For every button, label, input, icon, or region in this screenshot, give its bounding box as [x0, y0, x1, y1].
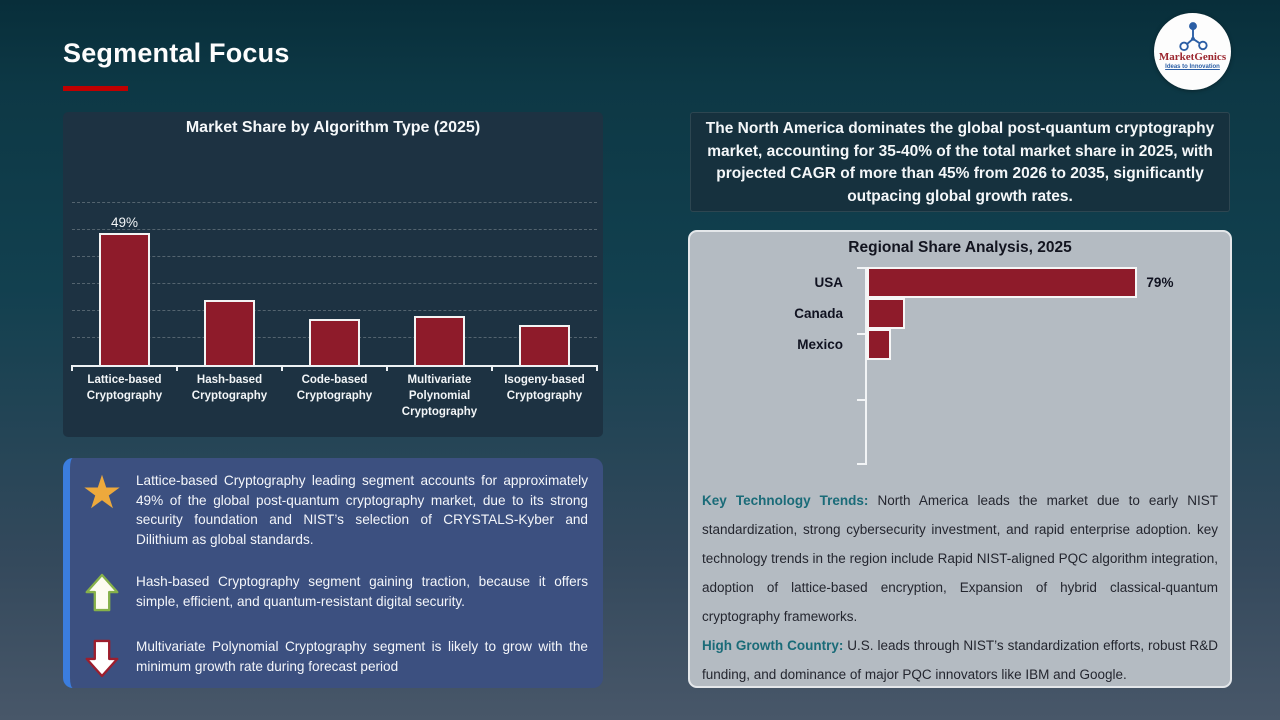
algo-bars: 49% [72, 203, 597, 365]
axis-tick [857, 463, 865, 465]
arrow-up-icon [79, 572, 125, 614]
bar [519, 324, 570, 365]
bar [414, 316, 465, 365]
star-icon: ★ [81, 466, 123, 518]
gridline [72, 283, 597, 284]
bar-row-canada: Canada [701, 298, 1223, 329]
regional-commentary: Key Technology Trends: North America lea… [702, 486, 1218, 689]
category-label: Code-based Cryptography [296, 374, 373, 402]
axis-tick [857, 399, 865, 401]
bar-group-code-based-cryptography [282, 203, 387, 365]
axis-tick [386, 365, 388, 371]
category-label: Isogeny-based Cryptography [504, 374, 585, 402]
insights-box: ★ Lattice-based Cryptography leading seg… [63, 458, 603, 688]
category-label: USA [814, 275, 843, 290]
category-label: Multivariate Polynomial Cryptography [401, 374, 478, 418]
algo-categories: Lattice-based Cryptography Hash-based Cry… [72, 372, 597, 420]
axis-tick [71, 365, 73, 371]
bar [99, 232, 150, 365]
axis-tick [491, 365, 493, 371]
bar [867, 329, 891, 360]
logo-brand-text: MarketGenics [1158, 51, 1227, 63]
axis-tick [281, 365, 283, 371]
arrow-down-icon [79, 637, 125, 679]
bar [867, 267, 1138, 298]
bar-group-multivariate-polynomial-cryptography [387, 203, 492, 365]
growth-text: U.S. leads through NIST’s standardizatio… [702, 638, 1219, 682]
insight-text: Lattice-based Cryptography leading segme… [136, 473, 588, 547]
algo-plot: 49% [71, 202, 598, 371]
molecule-icon [1178, 22, 1208, 52]
bar-group-hash-based-cryptography [177, 203, 282, 365]
bar-group-lattice-based-cryptography: 49% [72, 203, 177, 365]
category-label: Lattice-based Cryptography [86, 374, 163, 402]
regional-chart: USA 79% Canada Mexico [701, 267, 1223, 465]
y-axis-line [865, 267, 867, 465]
bar [204, 300, 255, 365]
company-logo: MarketGenics Ideas to Innovation [1154, 13, 1231, 90]
growth-paragraph: High Growth Country: U.S. leads through … [702, 631, 1218, 689]
bar-group-isogeny-based-cryptography [492, 203, 597, 365]
page-title: Segmental Focus [63, 38, 290, 68]
axis-tick [857, 332, 865, 335]
algorithm-share-chart: Market Share by Algorithm Type (2025) 49… [63, 112, 603, 437]
insight-row-hash: Hash-based Cryptography segment gaining … [79, 572, 588, 614]
growth-label: High Growth Country: [702, 638, 844, 653]
insight-row-multivariate: Multivariate Polynomial Cryptography seg… [79, 637, 588, 679]
trends-label: Key Technology Trends: [702, 493, 869, 508]
trends-paragraph: Key Technology Trends: North America lea… [702, 486, 1218, 631]
title-underline [63, 86, 128, 91]
axis-tick [596, 365, 598, 371]
bar [309, 319, 360, 365]
x-axis-line [72, 365, 597, 367]
logo-tagline-text: Ideas to Innovation [1165, 64, 1220, 70]
trends-text: North America leads the market due to ea… [702, 493, 1218, 624]
insight-row-lattice: ★ Lattice-based Cryptography leading seg… [79, 466, 588, 549]
algorithm-chart-title: Market Share by Algorithm Type (2025) [185, 119, 481, 136]
insight-text: Hash-based Cryptography segment gaining … [136, 574, 588, 609]
category-label: Canada [794, 306, 843, 321]
bar-row-mexico: Mexico [701, 329, 1223, 360]
gridline [72, 229, 597, 230]
axis-tick [857, 267, 865, 269]
insight-text: Multivariate Polynomial Cryptography seg… [136, 639, 588, 674]
gridline [72, 202, 597, 203]
regional-rows: USA 79% Canada Mexico [701, 267, 1223, 360]
bar-value-label: 49% [110, 214, 139, 230]
regional-share-panel: Regional Share Analysis, 2025 USA 79% Cana… [688, 230, 1232, 688]
category-label: Hash-based Cryptography [191, 374, 268, 402]
axis-tick [176, 365, 178, 371]
bar [867, 298, 905, 329]
north-america-highlight: The North America dominates the global p… [690, 112, 1230, 212]
gridline [72, 256, 597, 257]
regional-chart-title: Regional Share Analysis, 2025 [848, 239, 1072, 256]
gridline [72, 310, 597, 311]
bar-row-usa: USA 79% [701, 267, 1223, 298]
bar-value-label: 79% [1146, 275, 1174, 290]
category-label: Mexico [797, 337, 843, 352]
